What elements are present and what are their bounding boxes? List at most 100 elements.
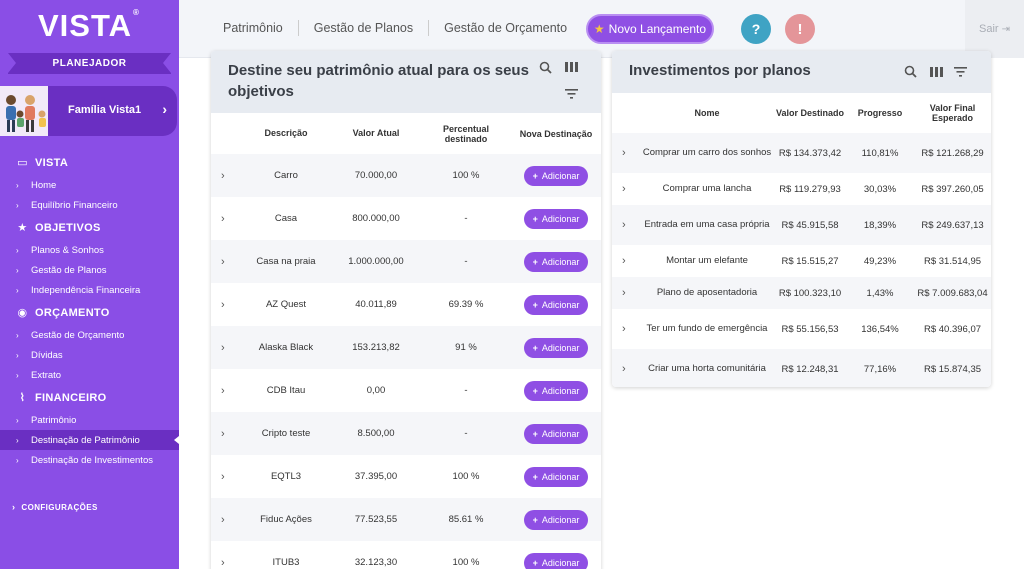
expand-chevron-icon[interactable]: ›: [622, 363, 626, 375]
expand-chevron-icon[interactable]: ›: [221, 427, 225, 440]
adicionar-button[interactable]: + Adicionar: [524, 165, 588, 186]
table-row[interactable]: › Criar uma horta comunitária R$ 12.248,31…: [612, 349, 991, 387]
table-row[interactable]: › Entrada em uma casa própria R$ 45.915,58…: [612, 205, 991, 245]
expand-chevron-icon[interactable]: ›: [622, 287, 626, 299]
expand-chevron-icon[interactable]: ›: [221, 212, 225, 225]
cell-acao: + Adicionar: [511, 498, 601, 541]
cell-nome: Entrada em uma casa própria: [644, 219, 770, 230]
table-row[interactable]: › Comprar uma lancha R$ 119.279,93 30,03% R$…: [612, 173, 991, 205]
filter-icon[interactable]: [954, 67, 967, 77]
section-financeiro[interactable]: ⌇ FINANCEIRO: [0, 385, 179, 410]
adicionar-button[interactable]: + Adicionar: [524, 208, 588, 229]
cell-progresso: 136,54%: [861, 323, 899, 335]
help-button[interactable]: ?: [741, 14, 771, 44]
table-row[interactable]: › Casa na praia 1.000.000,00 - + Adicionar: [211, 240, 601, 283]
section-objetivos[interactable]: ★ OBJETIVOS: [17, 221, 101, 235]
column-header-progresso[interactable]: Progresso: [857, 107, 903, 118]
expand-chevron-icon[interactable]: ›: [622, 183, 626, 195]
cell-descricao: Carro: [274, 170, 298, 181]
adicionar-button[interactable]: + Adicionar: [524, 251, 588, 272]
sidebar-item-planos-sonhos[interactable]: › Planos & Sonhos: [16, 244, 104, 256]
columns-icon[interactable]: [565, 61, 578, 73]
top-link-gestao-planos[interactable]: Gestão de Planos: [313, 21, 414, 35]
chevron-right-icon: ›: [16, 180, 19, 190]
search-icon[interactable]: [539, 61, 552, 74]
filter-icon[interactable]: [565, 89, 578, 99]
chevron-right-icon: ›: [16, 435, 19, 445]
expand-chevron-icon[interactable]: ›: [622, 219, 626, 231]
table-row[interactable]: › Ter um fundo de emergência R$ 55.156,53 1…: [612, 309, 991, 349]
sidebar-item-dividas[interactable]: › Dívidas: [16, 349, 63, 361]
top-link-patrimonio[interactable]: Patrimônio: [223, 21, 283, 35]
table-row[interactable]: › EQTL3 37.395,00 100 % + Adicionar: [211, 455, 601, 498]
logout-button[interactable]: Sair ⇥: [965, 0, 1024, 58]
top-link-gestao-orcamento[interactable]: Gestão de Orçamento: [444, 21, 568, 35]
column-header-valor-destinado[interactable]: Valor Destinado: [775, 108, 845, 118]
expand-chevron-icon[interactable]: ›: [221, 556, 225, 569]
adicionar-button[interactable]: + Adicionar: [524, 466, 588, 487]
column-header-valor-atual[interactable]: Valor Atual: [352, 128, 400, 138]
sidebar-item-patrimonio[interactable]: › Patrimônio: [16, 414, 77, 426]
sidebar-item-destinacao-investimentos[interactable]: › Destinação de Investimentos: [16, 454, 153, 466]
sidebar-item-independencia-financeira[interactable]: › Independência Financeira: [16, 284, 141, 296]
sidebar-item-configuracoes[interactable]: › CONFIGURAÇÕES: [12, 502, 98, 512]
table-row[interactable]: › Carro 70.000,00 100 % + Adicionar: [211, 154, 601, 197]
sidebar-item-equilibrio-financeiro[interactable]: › Equilíbrio Financeiro: [16, 199, 118, 211]
adicionar-button[interactable]: + Adicionar: [524, 294, 588, 315]
top-bar: Patrimônio Gestão de Planos Gestão de Or…: [179, 0, 1024, 58]
expand-chevron-icon[interactable]: ›: [622, 323, 626, 335]
expand-chevron-icon[interactable]: ›: [221, 298, 225, 311]
sidebar-nav: ▭ VISTA › Home › Equilíbrio Financeiro ★ OBJ…: [0, 150, 179, 470]
sidebar-item-gestao-planos[interactable]: › Gestão de Planos: [16, 264, 107, 276]
expand-chevron-icon[interactable]: ›: [221, 341, 225, 354]
novo-lancamento-button[interactable]: ★ Novo Lançamento: [586, 14, 714, 44]
adicionar-button[interactable]: + Adicionar: [524, 337, 588, 358]
table-row[interactable]: › AZ Quest 40.011,89 69.39 % + Adicionar: [211, 283, 601, 326]
chevron-right-icon[interactable]: ›: [162, 101, 167, 117]
vista-logo[interactable]: VISTA®: [38, 8, 140, 43]
table-row[interactable]: › Plano de aposentadoria R$ 100.323,10 1,43…: [612, 277, 991, 309]
expand-chevron-icon[interactable]: ›: [221, 470, 225, 483]
section-orcamento[interactable]: ◉ ORÇAMENTO: [17, 306, 110, 320]
cell-valor: 8.500,00: [357, 428, 395, 439]
family-selector[interactable]: Família Vista1 ›: [0, 86, 177, 136]
expand-chevron-icon[interactable]: ›: [622, 147, 626, 159]
expand-chevron-icon[interactable]: ›: [221, 513, 225, 526]
adicionar-button[interactable]: + Adicionar: [524, 509, 588, 530]
table-row[interactable]: › Cripto teste 8.500,00 - + Adicionar: [211, 412, 601, 455]
columns-icon[interactable]: [930, 66, 943, 78]
expand-chevron-icon[interactable]: ›: [221, 169, 225, 182]
adicionar-button[interactable]: + Adicionar: [524, 380, 588, 401]
sidebar-item-gestao-orcamento[interactable]: › Gestão de Orçamento: [16, 329, 125, 341]
column-header-nome[interactable]: Nome: [694, 107, 720, 118]
expand-chevron-icon[interactable]: ›: [622, 255, 626, 267]
column-header-valor-final[interactable]: Valor Final Esperado: [929, 103, 976, 123]
panel-title: Investimentos por planos: [629, 62, 811, 79]
sidebar-item-home[interactable]: › Home: [16, 179, 57, 191]
table-row[interactable]: › ITUB3 32.123,30 100 % + Adicionar: [211, 541, 601, 569]
column-header-percentual[interactable]: Percentual destinado: [442, 123, 490, 144]
adicionar-button[interactable]: + Adicionar: [524, 552, 588, 569]
cell-acao: + Adicionar: [511, 154, 601, 197]
column-header-descricao[interactable]: Descrição: [264, 128, 308, 138]
cell-descricao: Casa: [274, 213, 298, 224]
search-icon[interactable]: [904, 65, 917, 78]
table-row[interactable]: › Casa 800.000,00 - + Adicionar: [211, 197, 601, 240]
table-row[interactable]: › CDB Itau 0,00 - + Adicionar: [211, 369, 601, 412]
table-row[interactable]: › Alaska Black 153.213,82 91 % + Adicionar: [211, 326, 601, 369]
cell-esperado: R$ 40.396,07: [923, 323, 982, 335]
table-row[interactable]: › Fiduc Ações 77.523,55 85.61 % + Adicionar: [211, 498, 601, 541]
expand-chevron-icon[interactable]: ›: [221, 255, 225, 268]
sidebar-item-extrato[interactable]: › Extrato: [16, 369, 62, 381]
section-vista[interactable]: ▭ VISTA: [17, 156, 69, 170]
column-header-nova-destinacao[interactable]: Nova Destinação: [519, 128, 593, 139]
adicionar-button[interactable]: + Adicionar: [524, 423, 588, 444]
logout-icon: ⇥: [1001, 23, 1010, 35]
panel-header: Destine seu patrimônio atual para os seu…: [211, 51, 601, 113]
expand-chevron-icon[interactable]: ›: [221, 384, 225, 397]
cell-acao: + Adicionar: [511, 326, 601, 369]
table-row[interactable]: › Montar um elefante R$ 15.515,27 49,23% R$ …: [612, 245, 991, 277]
alert-button[interactable]: !: [785, 14, 815, 44]
sidebar-item-destinacao-patrimonio[interactable]: › Destinação de Patrimônio: [0, 430, 179, 450]
table-row[interactable]: › Comprar um carro dos sonhos R$ 134.373,4…: [612, 133, 991, 173]
